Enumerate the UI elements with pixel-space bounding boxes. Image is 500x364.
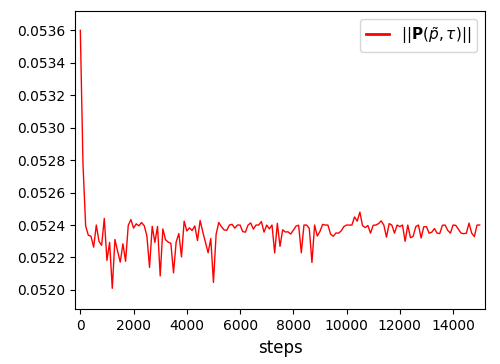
X-axis label: steps: steps [258, 339, 302, 357]
Legend: $||\mathbf{P}(\tilde{p}, \tau)||$: $||\mathbf{P}(\tilde{p}, \tau)||$ [360, 19, 478, 52]
